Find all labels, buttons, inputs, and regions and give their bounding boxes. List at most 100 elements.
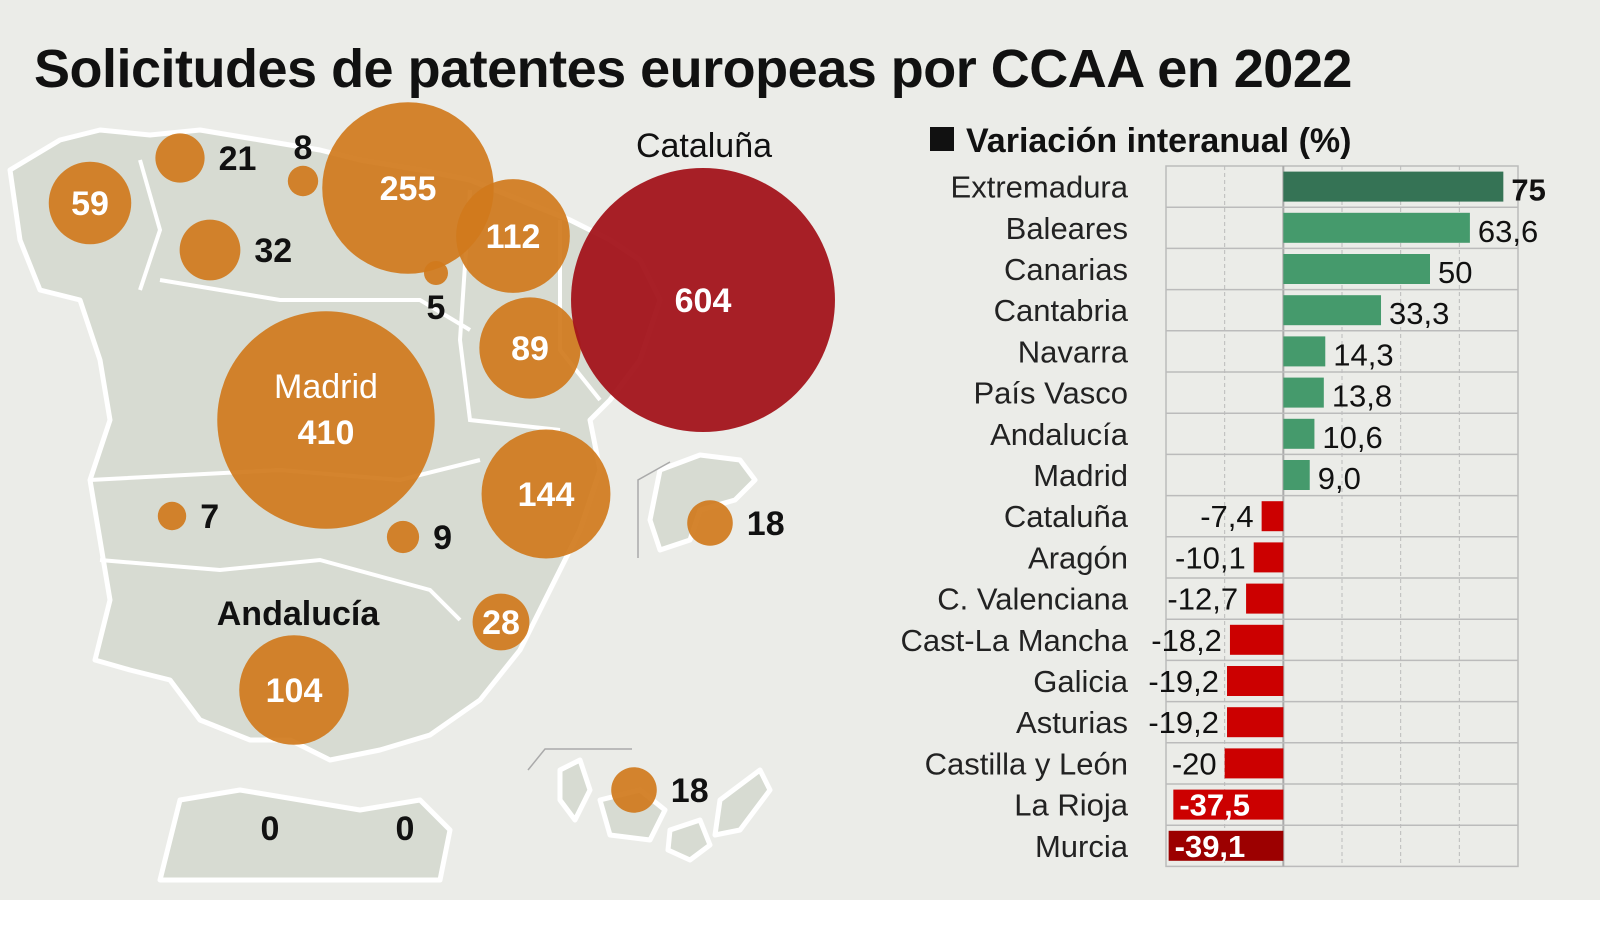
chart-title: Variación interanual (%) bbox=[966, 122, 1351, 160]
bubble-circle bbox=[48, 161, 132, 245]
value-label: -7,4 bbox=[1200, 499, 1253, 534]
bar bbox=[1173, 789, 1284, 820]
bubble-la-rioja: 5 bbox=[423, 260, 449, 327]
bubble-circle bbox=[472, 593, 530, 651]
bubble-value: 32 bbox=[254, 232, 292, 270]
spain-map: 59 21 8 255 112 5 32 89 Cataluña 604 Madrid 410 7 9 14… bbox=[7, 102, 835, 883]
category-label: Aragón bbox=[1028, 540, 1128, 575]
category-label: Cantabria bbox=[994, 293, 1129, 328]
bubble-circle bbox=[611, 767, 657, 813]
bubble-circle bbox=[217, 311, 435, 529]
value-label: 63,6 bbox=[1478, 214, 1538, 249]
category-label: Extremadura bbox=[951, 170, 1129, 205]
bubble-madrid: Madrid 410 bbox=[217, 311, 435, 529]
bar bbox=[1283, 254, 1430, 284]
bar-row: Castilla y León -20 bbox=[925, 746, 1284, 781]
bubble-melilla: 0 bbox=[396, 810, 415, 848]
bubble-value: 410 bbox=[298, 414, 355, 452]
bar-row: Navarra 14,3 bbox=[1018, 334, 1394, 372]
region-name: Cataluña bbox=[636, 127, 772, 165]
bar-row: País Vasco 13,8 bbox=[973, 376, 1392, 414]
value-label: 13,8 bbox=[1332, 379, 1392, 414]
bubble-circle bbox=[687, 500, 733, 546]
bubble-circle bbox=[386, 520, 420, 554]
bubble-value: 0 bbox=[261, 810, 280, 848]
bar bbox=[1283, 212, 1470, 243]
value-label: 10,6 bbox=[1322, 420, 1382, 455]
bubble-value: 9 bbox=[433, 519, 452, 557]
bubble-aragón: 89 bbox=[479, 297, 581, 399]
bar bbox=[1261, 501, 1284, 532]
category-label: Baleares bbox=[1006, 211, 1128, 246]
bubble-andalucía: Andalucía 104 bbox=[217, 595, 380, 745]
value-label: -10,1 bbox=[1175, 540, 1246, 575]
bar-row: Andalucía 10,6 bbox=[990, 417, 1383, 455]
value-label: -18,2 bbox=[1151, 623, 1222, 658]
bar-row: Baleares 63,6 bbox=[1006, 211, 1539, 249]
bar-chart: Variación interanual (%) Extremadura 75Ba… bbox=[901, 122, 1546, 868]
value-label: 9,0 bbox=[1318, 461, 1361, 496]
bubble-circle bbox=[322, 102, 494, 274]
bubble-circle bbox=[287, 165, 319, 197]
bubble-canarias: 18 bbox=[611, 767, 709, 813]
category-label: C. Valenciana bbox=[937, 582, 1128, 617]
bar-row: Cataluña -7,4 bbox=[1004, 499, 1284, 534]
bubble-circle bbox=[157, 501, 187, 531]
bubble-value: 59 bbox=[71, 185, 109, 223]
land-canarias bbox=[557, 757, 773, 863]
category-label: País Vasco bbox=[973, 376, 1128, 411]
category-label: Cataluña bbox=[1004, 499, 1129, 534]
bar bbox=[1283, 377, 1324, 408]
category-label: Andalucía bbox=[990, 417, 1129, 452]
page-title: Solicitudes de patentes europeas por CCA… bbox=[34, 39, 1352, 99]
bubble-value: 604 bbox=[675, 282, 732, 320]
bubble-circle bbox=[179, 219, 241, 281]
bubble-c-valenciana: 144 bbox=[481, 429, 611, 559]
bubble-value: 0 bbox=[396, 810, 415, 848]
value-label: 33,3 bbox=[1389, 296, 1449, 331]
bar-row: Extremadura 75 bbox=[951, 170, 1546, 208]
bubble-circle bbox=[239, 635, 349, 745]
bar-row: C. Valenciana -12,7 bbox=[937, 582, 1284, 617]
bubble-value: 5 bbox=[427, 289, 446, 327]
bubble-cataluña: Cataluña 604 bbox=[571, 127, 835, 432]
category-label: Cast-La Mancha bbox=[901, 623, 1129, 658]
bubble-value: 144 bbox=[518, 476, 575, 514]
bar bbox=[1283, 295, 1382, 326]
category-label: La Rioja bbox=[1014, 788, 1128, 823]
bar-row: Asturias -19,2 bbox=[1016, 705, 1284, 740]
bubble-value: 104 bbox=[266, 672, 323, 710]
bar bbox=[1246, 583, 1284, 614]
category-label: Navarra bbox=[1018, 334, 1129, 369]
bubble-value: 18 bbox=[671, 772, 709, 810]
inset-frames bbox=[527, 461, 671, 771]
category-label: Castilla y León bbox=[925, 746, 1128, 781]
bubble-value: 21 bbox=[219, 140, 257, 178]
bar-row: Madrid 9,0 bbox=[1033, 458, 1361, 496]
bubble-ceuta: 0 bbox=[261, 810, 280, 848]
bubble-value: 28 bbox=[482, 604, 520, 642]
bubble-castilla-y-león: 32 bbox=[179, 219, 292, 281]
bar bbox=[1283, 171, 1504, 202]
bubble-circle bbox=[479, 297, 581, 399]
bubble-circle bbox=[571, 168, 835, 432]
bar-row: Cantabria 33,3 bbox=[994, 293, 1450, 331]
bubble-circle bbox=[423, 260, 449, 286]
bubble-value: 89 bbox=[511, 330, 549, 368]
bubble-value: 112 bbox=[486, 218, 541, 256]
bar-row: La Rioja -37,5 bbox=[1014, 788, 1284, 823]
value-label: 14,3 bbox=[1333, 337, 1393, 372]
bubble-cantabria: 8 bbox=[287, 129, 319, 197]
legend-marker bbox=[930, 127, 954, 151]
category-label: Murcia bbox=[1035, 829, 1129, 864]
land-africa bbox=[157, 787, 453, 883]
value-label: -12,7 bbox=[1167, 582, 1238, 617]
bar bbox=[1283, 460, 1310, 490]
bubble-circle bbox=[155, 133, 205, 183]
value-label: -19,2 bbox=[1148, 705, 1219, 740]
bar-row: Cast-La Mancha -18,2 bbox=[901, 623, 1284, 658]
bubble-circle bbox=[456, 179, 570, 293]
bubble-castilla-la-mancha: 9 bbox=[386, 519, 452, 557]
bubble-extremadura: 7 bbox=[157, 498, 219, 536]
bar-row: Murcia -39,1 bbox=[1035, 829, 1284, 864]
